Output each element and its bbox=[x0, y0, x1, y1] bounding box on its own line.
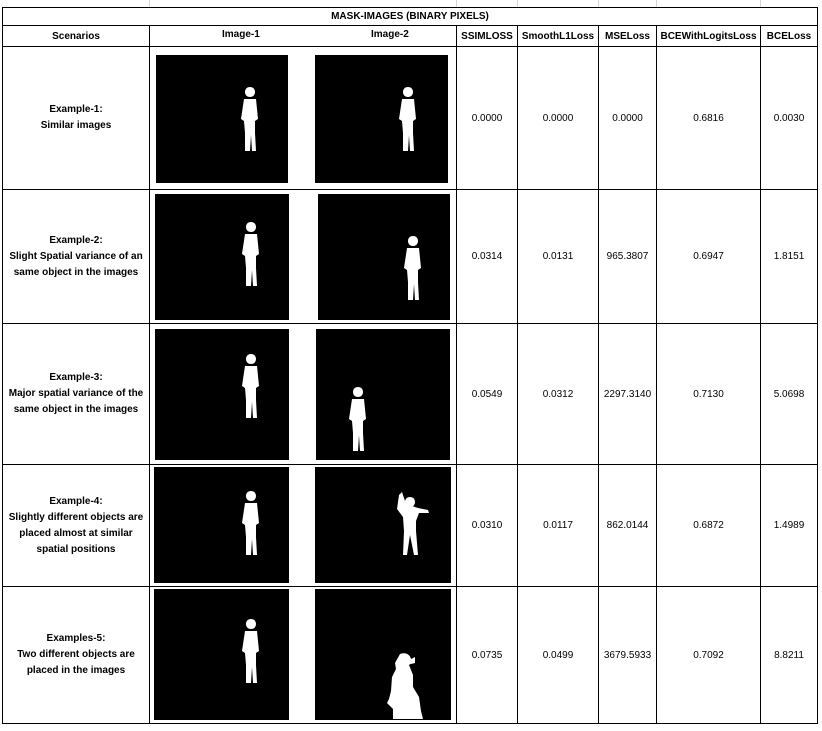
person-silhouette-icon bbox=[399, 87, 416, 151]
column-gridline bbox=[656, 0, 657, 8]
ssimloss-value[interactable]: 0.0000 bbox=[456, 46, 518, 190]
scenario-cell[interactable]: Example-1: Similar images bbox=[2, 46, 150, 190]
smoothl1loss-value[interactable]: 0.0312 bbox=[517, 323, 599, 465]
header-image-1: Image-1 bbox=[222, 29, 260, 40]
person-silhouette-icon bbox=[242, 619, 259, 683]
scenario-description: Two different objects are placed in the … bbox=[17, 649, 135, 676]
person-silhouette-icon bbox=[242, 491, 259, 555]
bceloss-value[interactable]: 5.0698 bbox=[760, 323, 818, 465]
image-2-mask bbox=[318, 194, 450, 320]
bcewithlogitsloss-value[interactable]: 0.7130 bbox=[656, 323, 761, 465]
scenario-description: Major spatial variance of the same objec… bbox=[8, 388, 144, 415]
column-gridline bbox=[456, 0, 457, 8]
scenario-title: Example-3: bbox=[49, 372, 103, 383]
smoothl1loss-value[interactable]: 0.0499 bbox=[517, 586, 599, 724]
table-row: Example-4: Slightly different objects ar… bbox=[2, 464, 818, 587]
ssimloss-value[interactable]: 0.0549 bbox=[456, 323, 518, 465]
images-cell[interactable] bbox=[149, 323, 457, 465]
images-cell[interactable] bbox=[149, 189, 457, 324]
person-silhouette-icon bbox=[349, 387, 366, 451]
header-smoothl1loss[interactable]: SmoothL1Loss bbox=[517, 25, 599, 47]
ssimloss-value[interactable]: 0.0314 bbox=[456, 189, 518, 324]
image-1-mask bbox=[155, 194, 289, 320]
mseloss-value[interactable]: 2297.3140 bbox=[598, 323, 657, 465]
column-gridline bbox=[149, 0, 150, 8]
bceloss-value[interactable]: 1.8151 bbox=[760, 189, 818, 324]
scenario-title: Example-4: bbox=[49, 495, 103, 507]
scenario-title: Example-1: bbox=[49, 104, 103, 115]
images-cell[interactable] bbox=[149, 464, 457, 587]
table-row: Examples-5: Two different objects are pl… bbox=[2, 586, 818, 724]
column-gridline bbox=[760, 0, 761, 8]
person-taking-photo-icon bbox=[387, 653, 423, 719]
header-images[interactable]: Image-1 Image-2 bbox=[149, 25, 457, 47]
scenario-description: Slight Spatial variance of an same objec… bbox=[9, 250, 143, 278]
ssimloss-value[interactable]: 0.0310 bbox=[456, 464, 518, 587]
header-bceloss[interactable]: BCELoss bbox=[760, 25, 818, 47]
header-bcewithlogitsloss[interactable]: BCEWithLogitsLoss bbox=[656, 25, 761, 47]
scenario-description: Similar images bbox=[40, 120, 112, 131]
bceloss-value[interactable]: 0.0030 bbox=[760, 46, 818, 190]
image-1-mask bbox=[156, 55, 288, 183]
ssimloss-value[interactable]: 0.0735 bbox=[456, 586, 518, 724]
table-row: Example-3: Major spatial variance of the… bbox=[2, 323, 818, 465]
header-image-2: Image-2 bbox=[371, 29, 409, 40]
bcewithlogitsloss-value[interactable]: 0.7092 bbox=[656, 586, 761, 724]
person-silhouette-icon bbox=[404, 236, 421, 300]
bceloss-value[interactable]: 1.4989 bbox=[760, 464, 818, 587]
scenario-cell[interactable]: Example-3: Major spatial variance of the… bbox=[2, 323, 150, 465]
header-mseloss[interactable]: MSELoss bbox=[598, 25, 657, 47]
scenario-description: Slightly different objects are placed al… bbox=[8, 511, 144, 555]
bcewithlogitsloss-value[interactable]: 0.6816 bbox=[656, 46, 761, 190]
image-2-mask bbox=[315, 589, 451, 720]
person-silhouette-icon bbox=[241, 87, 258, 151]
scenario-cell[interactable]: Example-4: Slightly different objects ar… bbox=[2, 464, 150, 587]
image-1-mask bbox=[154, 467, 289, 583]
image-2-mask bbox=[315, 467, 451, 583]
bceloss-value[interactable]: 8.8211 bbox=[760, 586, 818, 724]
smoothl1loss-value[interactable]: 0.0000 bbox=[517, 46, 599, 190]
mseloss-value[interactable]: 3679.5933 bbox=[598, 586, 657, 724]
image-1-mask bbox=[154, 589, 289, 720]
scenario-cell[interactable]: Example-2: Slight Spatial variance of an… bbox=[2, 189, 150, 324]
loss-comparison-table: MASK-IMAGES (BINARY PIXELS) Scenarios Im… bbox=[2, 7, 818, 724]
scenario-cell[interactable]: Examples-5: Two different objects are pl… bbox=[2, 586, 150, 724]
table-title[interactable]: MASK-IMAGES (BINARY PIXELS) bbox=[2, 7, 818, 26]
table-row: Example-1: Similar images 0.0000 0.0000 … bbox=[2, 46, 818, 190]
images-cell[interactable] bbox=[149, 46, 457, 190]
image-2-mask bbox=[315, 55, 448, 183]
bcewithlogitsloss-value[interactable]: 0.6872 bbox=[656, 464, 761, 587]
smoothl1loss-value[interactable]: 0.0117 bbox=[517, 464, 599, 587]
mseloss-value[interactable]: 0.0000 bbox=[598, 46, 657, 190]
bcewithlogitsloss-value[interactable]: 0.6947 bbox=[656, 189, 761, 324]
person-silhouette-icon bbox=[242, 222, 259, 286]
mseloss-value[interactable]: 965.3807 bbox=[598, 189, 657, 324]
column-gridline bbox=[598, 0, 599, 8]
header-scenarios[interactable]: Scenarios bbox=[2, 25, 150, 47]
column-gridline bbox=[517, 0, 518, 8]
table-row: Example-2: Slight Spatial variance of an… bbox=[2, 189, 818, 324]
scenario-title: Examples-5: bbox=[46, 633, 106, 644]
smoothl1loss-value[interactable]: 0.0131 bbox=[517, 189, 599, 324]
person-silhouette-icon bbox=[242, 354, 259, 418]
scenario-title: Example-2: bbox=[49, 234, 103, 246]
person-arms-raised-icon bbox=[397, 492, 429, 555]
images-cell[interactable] bbox=[149, 586, 457, 724]
image-1-mask bbox=[155, 329, 289, 460]
header-ssimloss[interactable]: SSIMLOSS bbox=[456, 25, 518, 47]
mseloss-value[interactable]: 862.0144 bbox=[598, 464, 657, 587]
image-2-mask bbox=[316, 329, 450, 460]
